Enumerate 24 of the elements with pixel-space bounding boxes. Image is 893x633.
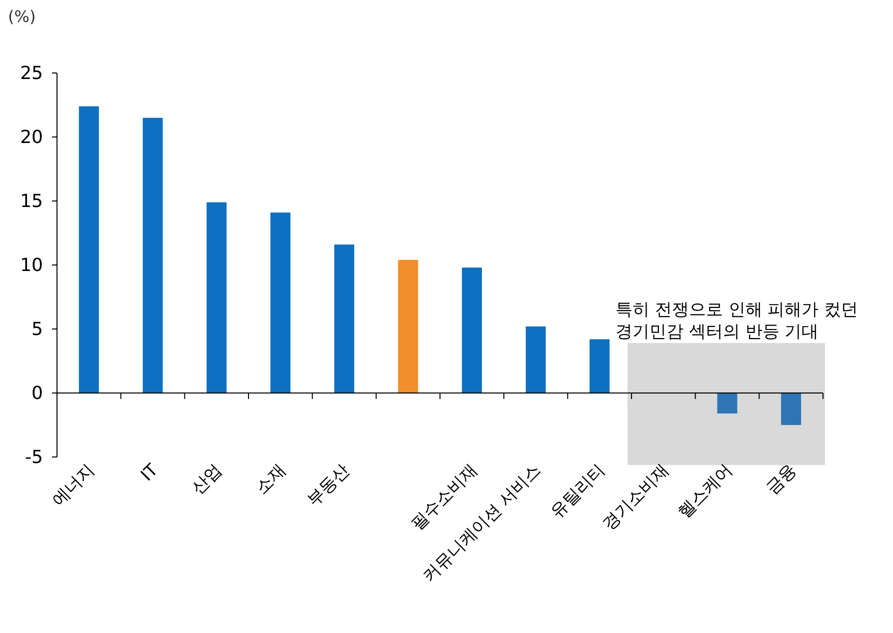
y-axis-title: (%): [8, 7, 36, 26]
y-tick-label: 0: [32, 383, 43, 404]
y-tick-label: 25: [20, 63, 43, 84]
bar: [334, 244, 354, 393]
bar: [717, 393, 738, 414]
bar: [206, 202, 227, 393]
band-label: 특히 전쟁으로 인해 피해가 컸던 경기민감 섹터의 반등 기대: [616, 300, 858, 342]
bar: [526, 326, 546, 393]
y-tick-label: 5: [32, 319, 43, 340]
bar: [590, 339, 610, 393]
x-tick-label: 금융: [762, 460, 801, 499]
y-tick-label: -5: [25, 447, 43, 468]
y-tick-label: 20: [20, 127, 43, 148]
bar: [781, 393, 802, 425]
x-tick-label: 소재: [252, 460, 290, 499]
x-tick-label: IT: [137, 460, 163, 486]
bar: [462, 268, 482, 393]
bar: [142, 118, 163, 393]
y-tick-label: 10: [20, 255, 43, 276]
bar: [78, 106, 99, 393]
bar: [398, 260, 418, 393]
bar: [270, 212, 290, 393]
y-tick-label: 15: [20, 191, 43, 212]
x-tick-label: 산업: [188, 460, 226, 499]
